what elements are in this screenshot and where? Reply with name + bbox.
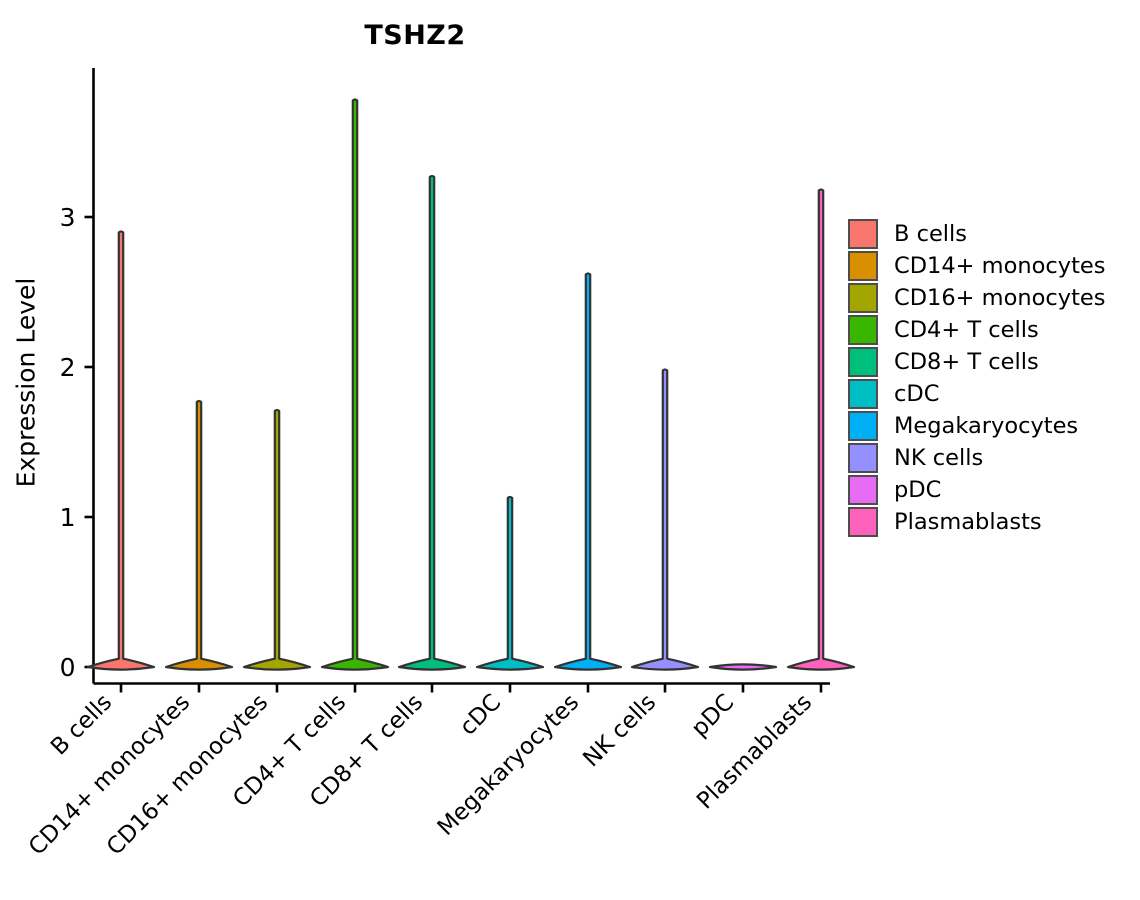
legend-item-label: B cells	[894, 221, 968, 247]
legend-item[interactable]: CD14+ monocytes	[848, 250, 1105, 282]
violin-pdc[interactable]	[708, 663, 778, 671]
legend-item[interactable]: CD8+ T cells	[848, 346, 1105, 378]
violin-cd16-monocytes[interactable]	[242, 408, 312, 671]
violin-cd4-t-cells[interactable]	[320, 98, 390, 671]
legend-item[interactable]: Plasmablasts	[848, 506, 1105, 538]
violin-cd14-monocytes[interactable]	[164, 399, 234, 671]
violin-megakaryocytes[interactable]	[553, 272, 623, 671]
x-axis-tick-label: cDC	[455, 689, 506, 740]
y-axis-label: Expression Level	[11, 277, 41, 488]
legend-item-label: Plasmablasts	[894, 509, 1042, 535]
y-axis-tick-label: 2	[60, 353, 76, 382]
legend-item-label: CD16+ monocytes	[894, 285, 1106, 311]
legend-item-label: Megakaryocytes	[894, 413, 1079, 439]
violin-nk-cells[interactable]	[630, 368, 700, 671]
violin-cd8-t-cells[interactable]	[397, 174, 467, 671]
violin-cdc[interactable]	[475, 495, 545, 671]
legend-item-label: cDC	[894, 381, 940, 407]
legend-item-label: NK cells	[894, 445, 984, 471]
legend-swatch-icon	[848, 347, 878, 377]
legend-swatch-icon	[848, 379, 878, 409]
legend-item[interactable]: NK cells	[848, 442, 1105, 474]
legend-item[interactable]: CD16+ monocytes	[848, 282, 1105, 314]
x-axis-tick-label: NK cells	[578, 689, 661, 772]
violin-plasmablasts[interactable]	[786, 188, 856, 671]
y-axis-tick-label: 3	[60, 203, 76, 232]
legend-item[interactable]: CD4+ T cells	[848, 314, 1105, 346]
legend-swatch-icon	[848, 475, 878, 505]
violin-series	[86, 98, 856, 671]
legend-item[interactable]: cDC	[848, 378, 1105, 410]
legend-item[interactable]: Megakaryocytes	[848, 410, 1105, 442]
legend-swatch-icon	[848, 443, 878, 473]
violin-b-cells[interactable]	[86, 230, 156, 671]
y-axis-tick-label: 0	[60, 653, 76, 682]
y-axis-tick-label: 1	[60, 503, 76, 532]
legend-swatch-icon	[848, 283, 878, 313]
legend-swatch-icon	[848, 411, 878, 441]
legend-item-label: CD4+ T cells	[894, 317, 1039, 343]
x-axis-tick-label: B cells	[46, 689, 117, 760]
legend-swatch-icon	[848, 315, 878, 345]
x-axis-tick-label: pDC	[687, 689, 740, 742]
legend-item[interactable]: pDC	[848, 474, 1105, 506]
legend-swatch-icon	[848, 219, 878, 249]
legend-item-label: pDC	[894, 477, 942, 503]
legend-item-label: CD8+ T cells	[894, 349, 1039, 375]
legend-swatch-icon	[848, 507, 878, 537]
legend-item-label: CD14+ monocytes	[894, 253, 1106, 279]
page-title: TSHZ2	[364, 20, 466, 51]
legend: B cells CD14+ monocytes CD16+ monocytes CD4…	[848, 218, 1105, 538]
x-axis-tick-label: Megakaryocytes	[433, 689, 584, 840]
legend-swatch-icon	[848, 251, 878, 281]
legend-item[interactable]: B cells	[848, 218, 1105, 250]
